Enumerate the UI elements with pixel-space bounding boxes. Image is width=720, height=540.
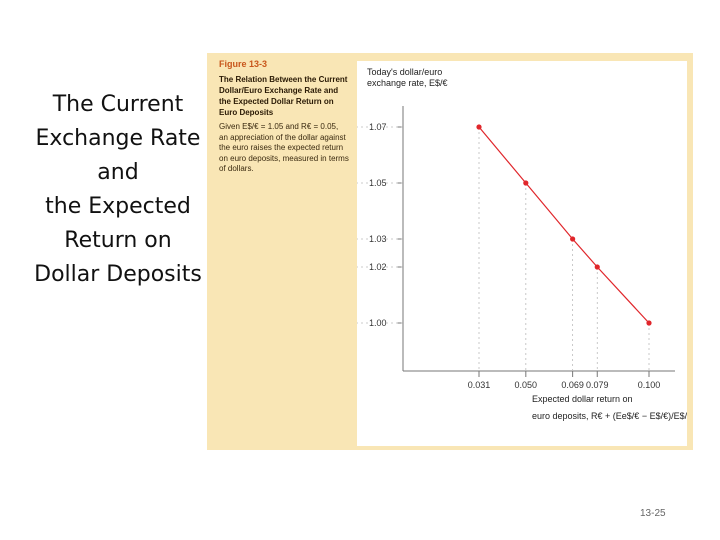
figure-heading: The Relation Between the Current Dollar/…	[219, 75, 348, 117]
x-tick-label: 0.100	[638, 380, 661, 390]
chart-area: Today's dollar/euro exchange rate, E$/€ …	[357, 61, 687, 446]
x-axis-label-line-1: Expected dollar return on	[532, 394, 633, 404]
x-tick-label: 0.079	[586, 380, 609, 390]
title-line-1: The Current	[52, 92, 184, 117]
x-tick-label: 0.031	[468, 380, 491, 390]
slide-number: 13-25	[640, 508, 666, 519]
figure-number: Figure 13-3	[219, 59, 268, 69]
x-tick-label: 0.069	[561, 380, 584, 390]
figure-description: Given E$/€ = 1.05 and R€ = 0.05, an appr…	[219, 122, 349, 173]
figure-panel: Figure 13-3 The Relation Between the Cur…	[207, 53, 693, 450]
slide-title: The Current Exchange Rate and the Expect…	[20, 88, 216, 292]
title-line-5: Return on	[64, 228, 172, 253]
data-point	[570, 236, 576, 242]
y-axis-label-line-2: exchange rate, E$/€	[367, 78, 448, 88]
data-point	[476, 124, 482, 130]
y-axis-label-line-1: Today's dollar/euro	[367, 67, 442, 77]
title-line-4: the Expected	[45, 194, 191, 219]
x-axis-label-line-2: euro deposits, R€ + (Ee$/€ − E$/€)/E$/€	[532, 411, 687, 421]
series-line	[478, 126, 650, 324]
title-line-3: and	[97, 160, 139, 185]
figure-caption: Figure 13-3 The Relation Between the Cur…	[219, 59, 349, 175]
data-point	[523, 180, 529, 186]
x-tick-label: 0.050	[515, 380, 538, 390]
line-chart: Today's dollar/euro exchange rate, E$/€ …	[357, 67, 687, 421]
title-line-6: Dollar Deposits	[34, 262, 202, 287]
data-point	[646, 320, 652, 326]
data-point	[594, 264, 600, 270]
title-line-2: Exchange Rate	[35, 126, 201, 151]
